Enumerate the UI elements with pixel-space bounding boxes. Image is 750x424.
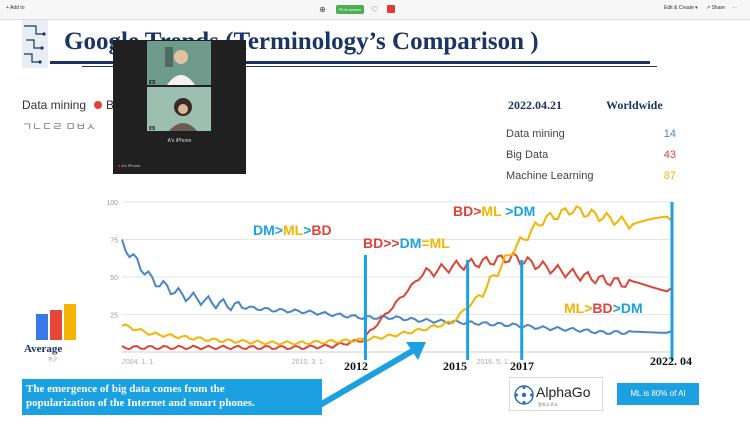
big-data-caption-box: The emergence of big data comes from the… xyxy=(22,379,322,415)
alphago-logo-box: AlphaGo 알파고 로고 xyxy=(509,377,603,411)
share-label: Share xyxy=(711,5,725,11)
y-tick-label: 25 xyxy=(110,313,118,320)
series-line-big-data xyxy=(121,251,673,351)
average-sub-label: 평균 xyxy=(48,357,58,363)
ml-ai-box: ML is 80% of AI xyxy=(617,383,699,405)
info-region: Worldwide xyxy=(606,98,663,112)
info-row-data-mining: Data mining 14 xyxy=(506,128,676,140)
video-device-label: A's iPhone xyxy=(167,138,192,144)
caption-line-2: popularization of the Internet and smart… xyxy=(26,397,255,409)
trend-arrow-shaft xyxy=(318,347,416,408)
trends-info-box: 2022.04.21 Worldwide Data mining 14 Big D… xyxy=(496,95,676,193)
heart-icon[interactable]: ♡ xyxy=(370,5,379,14)
video-tile-participant: ● xyxy=(147,87,211,131)
video-name-tag: ● xyxy=(149,126,155,130)
trends-line-chart: 100 75 50 25 2004. 1. 1. 2010. 3. 1. 2016. 5. … xyxy=(106,200,674,408)
annotation-bd-ml-dm: BD>ML >DM xyxy=(453,203,536,219)
edit-create-label: Edit & Create xyxy=(664,5,694,11)
trend-arrow-head xyxy=(406,342,426,360)
alphago-sub: 알파고 로고 xyxy=(538,402,558,407)
presentation-slide: Google Trends (Terminology’s Comparison … xyxy=(22,20,700,424)
annotation-bd-dm-ml: BD>>DM=ML xyxy=(363,235,450,251)
faded-korean-text: ㄱㄴㄷㄹ ㅁㅂㅅ xyxy=(22,121,96,133)
info-row-big-data: Big Data 43 xyxy=(506,149,676,161)
video-call-overlay: ● ● A's iPhone ● A's iPhone xyxy=(113,40,246,174)
y-tick-label: 50 xyxy=(110,275,118,282)
alphago-logo-icon xyxy=(514,385,534,405)
y-tick-label: 75 xyxy=(110,238,118,245)
person-avatar-icon xyxy=(147,41,211,85)
annotation-dm-ml-bd: DM>ML>BD xyxy=(253,222,332,238)
info-row-label: Machine Learning xyxy=(506,170,594,182)
info-date: 2022.04.21 xyxy=(508,98,562,112)
add-to-button[interactable]: + Add to xyxy=(6,5,25,11)
person-avatar-icon xyxy=(147,87,211,131)
info-row-label: Data mining xyxy=(506,128,565,140)
annotation-ml-bd-dm: ML>BD>DM xyxy=(564,300,643,316)
zoom-in-icon[interactable]: ⊕ xyxy=(319,5,326,14)
info-row-value: 14 xyxy=(663,128,676,140)
legend-data-mining: Data mining xyxy=(22,98,87,112)
info-row-label: Big Data xyxy=(506,149,549,161)
edit-create-button[interactable]: Edit & Create ▾ xyxy=(664,5,698,11)
alphago-title: AlphaGo xyxy=(536,384,591,400)
average-bar-icon xyxy=(36,304,76,340)
share-button[interactable]: ↗ Share xyxy=(706,5,725,11)
x-tick-label: 2016. 5. 1. xyxy=(477,359,510,366)
series-line-machine-learning xyxy=(121,205,673,346)
more-options-icon[interactable]: ⋯ xyxy=(732,5,737,11)
title-underline xyxy=(50,61,650,64)
record-icon[interactable] xyxy=(387,5,395,13)
average-label: Average xyxy=(24,343,63,355)
info-row-value: 43 xyxy=(663,149,676,161)
zoom-fit-button[interactable]: Fit to screen xyxy=(336,5,364,14)
year-label-2017: 2017 xyxy=(510,359,534,373)
title-underline-thin xyxy=(82,66,657,67)
add-to-label: Add to xyxy=(10,5,25,11)
year-label-2015: 2015 xyxy=(443,359,467,373)
x-tick-label: 2010. 3. 1. xyxy=(292,359,325,366)
video-footer-text: A's iPhone xyxy=(121,163,141,168)
info-row-machine-learning: Machine Learning 87 xyxy=(506,170,676,182)
x-tick-label: 2004. 1. 1. xyxy=(122,359,155,366)
y-tick-label: 100 xyxy=(106,200,118,207)
legend-red-dot-icon xyxy=(94,101,103,109)
year-label-2012: 2012 xyxy=(344,359,368,373)
caption-line-1: The emergence of big data comes from the xyxy=(26,383,225,395)
info-row-value: 87 xyxy=(663,170,676,182)
year-label-2022: 2022. 04 xyxy=(650,354,692,368)
series-line-data-mining xyxy=(121,239,673,335)
video-name-tag: ● xyxy=(149,80,155,84)
circuit-logo-icon xyxy=(22,20,48,68)
viewer-toolbar: + Add to ⊕ Fit to screen ♡ Edit & Create… xyxy=(0,0,750,20)
video-footer-label: ● A's iPhone xyxy=(118,163,141,168)
video-tile-presenter: ● xyxy=(147,41,211,85)
